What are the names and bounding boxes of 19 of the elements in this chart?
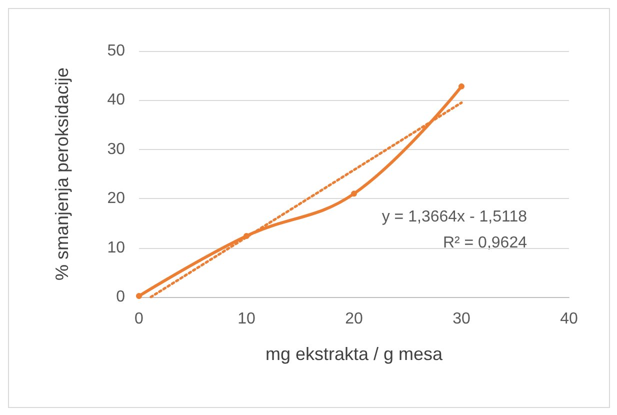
y-tick-label: 50	[107, 42, 126, 60]
point	[136, 293, 142, 300]
y-tick-label: 40	[107, 92, 126, 109]
x-tick-label: 10	[238, 310, 256, 328]
annotation: R² = 0,9624	[442, 234, 528, 252]
y-tick-label: 0	[116, 288, 126, 306]
x-tick-label: 0	[134, 310, 144, 328]
point	[351, 190, 357, 197]
y-tick-label: 30	[107, 140, 126, 158]
x-tick-label: 40	[560, 310, 578, 328]
x-axis-title: mg ekstrakta / g mesa	[265, 344, 444, 364]
point	[458, 83, 464, 90]
point	[244, 232, 250, 239]
y-axis-title: % smanjenja peroksidacije	[52, 67, 72, 281]
x-tick-label: 20	[345, 310, 363, 328]
annotation: y = 1,3664x - 1,5118	[382, 208, 528, 226]
y-tick-label: 10	[107, 239, 126, 256]
y-tick-label: 20	[107, 190, 126, 208]
x-tick-label: 30	[452, 310, 470, 328]
